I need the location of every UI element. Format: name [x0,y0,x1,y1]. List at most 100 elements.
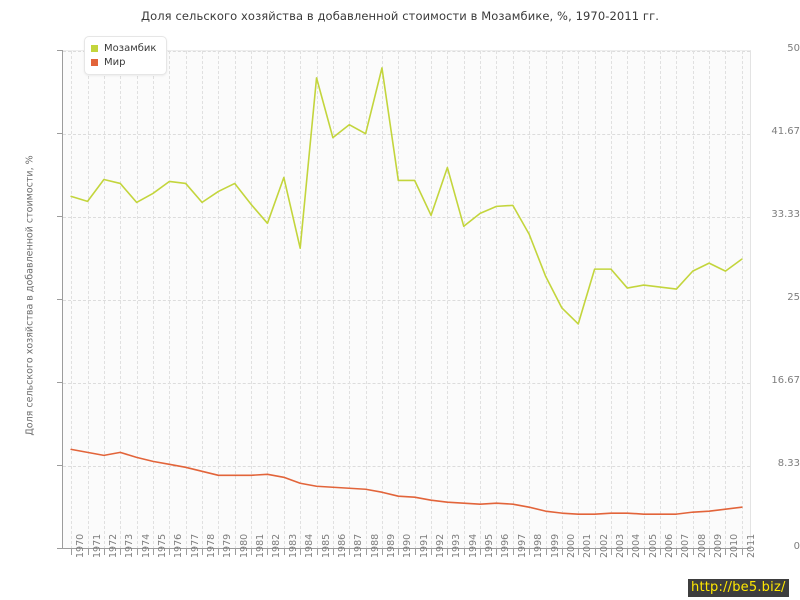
gridline-vertical [283,51,285,549]
gridline-vertical [496,51,498,549]
x-tick-mark [725,549,727,555]
x-tick-mark [480,549,482,555]
gridline-vertical [152,51,154,549]
y-tick-label: 0 [793,541,800,552]
x-tick-mark [120,549,122,555]
gridline-vertical [594,51,596,549]
y-tick-label: 25 [787,292,800,303]
x-tick-mark [202,549,204,555]
y-tick-mark [57,465,63,467]
x-tick-mark [414,549,416,555]
gridline-vertical [218,51,220,549]
x-tick-mark [447,549,449,555]
gridline-vertical [431,51,433,549]
y-tick-mark [57,381,63,383]
x-tick-mark [660,549,662,555]
gridline-vertical [676,51,678,549]
x-tick-mark [610,549,612,555]
x-tick-mark [267,549,269,555]
gridline-horizontal [63,217,750,219]
legend-label-world: Мир [104,57,126,68]
gridline-vertical [512,51,514,549]
y-tick-mark [57,299,63,300]
legend-item-world[interactable]: Мир [91,56,156,69]
x-tick-mark [316,549,318,555]
x-tick-mark [692,549,694,555]
y-tick-mark [57,132,63,134]
gridline-horizontal [63,51,750,52]
gridline-horizontal [63,300,750,301]
gridline-vertical [561,51,563,549]
x-tick-mark [185,549,187,555]
legend-item-mozambique[interactable]: Мозамбик [91,42,156,55]
legend-swatch-mozambique [91,45,98,52]
gridline-vertical [316,51,318,549]
gridline-vertical [741,51,743,549]
x-tick-mark [431,549,433,555]
gridline-vertical [610,51,612,549]
x-tick-mark [496,549,498,555]
x-tick-mark [709,549,711,555]
gridline-horizontal [63,466,750,468]
x-tick-mark [152,549,154,555]
x-axis-line [62,548,751,549]
gridline-vertical [349,51,351,549]
gridline-vertical [136,51,138,549]
gridline-vertical [692,51,694,549]
gridline-vertical [447,51,449,549]
series-line-mozambique [70,67,743,325]
x-tick-mark [234,549,236,555]
x-tick-mark [136,549,138,555]
x-tick-mark [512,549,514,555]
gridline-horizontal [63,133,750,135]
gridline-vertical [463,51,465,549]
gridline-vertical [398,51,400,549]
gridline-vertical [234,51,236,549]
y-tick-mark [57,50,63,51]
x-tick-mark [218,549,220,555]
x-tick-mark [71,549,73,555]
gridline-vertical [300,51,302,549]
gridline-vertical [545,51,547,549]
x-tick-mark [545,549,547,555]
x-tick-mark [300,549,302,555]
x-tick-mark [627,549,629,555]
x-tick-mark [398,549,400,555]
gridline-vertical [529,51,531,549]
gridline-vertical [120,51,122,549]
gridline-vertical [251,51,253,549]
gridline-vertical [709,51,711,549]
gridline-vertical [332,51,334,549]
y-tick-label: 16.67 [771,374,800,386]
legend-label-mozambique: Мозамбик [104,43,157,54]
x-tick-mark [381,549,383,555]
gridline-vertical [725,51,727,549]
y-tick-label: 50 [787,43,800,54]
x-tick-mark [561,549,563,555]
y-tick-mark [57,548,63,549]
gridline-vertical [381,51,383,549]
gridline-vertical [365,51,367,549]
x-tick-mark [169,549,171,555]
gridline-vertical [267,51,269,549]
gridline-vertical [185,51,187,549]
gridline-vertical [87,51,89,549]
legend-swatch-world [91,59,98,66]
y-tick-mark [57,216,63,218]
x-tick-mark [283,549,285,555]
x-tick-mark [594,549,596,555]
x-tick-mark [643,549,645,555]
gridline-horizontal [63,382,750,384]
x-tick-mark [251,549,253,555]
y-tick-label: 33.33 [771,209,800,221]
x-tick-mark [578,549,580,555]
gridline-vertical [660,51,662,549]
x-tick-mark [741,549,743,555]
x-tick-mark [332,549,334,555]
gridline-vertical [480,51,482,549]
gridline-vertical [103,51,105,549]
x-tick-mark [365,549,367,555]
chart-title: Доля сельского хозяйства в добавленной с… [141,9,659,23]
gridline-vertical [627,51,629,549]
